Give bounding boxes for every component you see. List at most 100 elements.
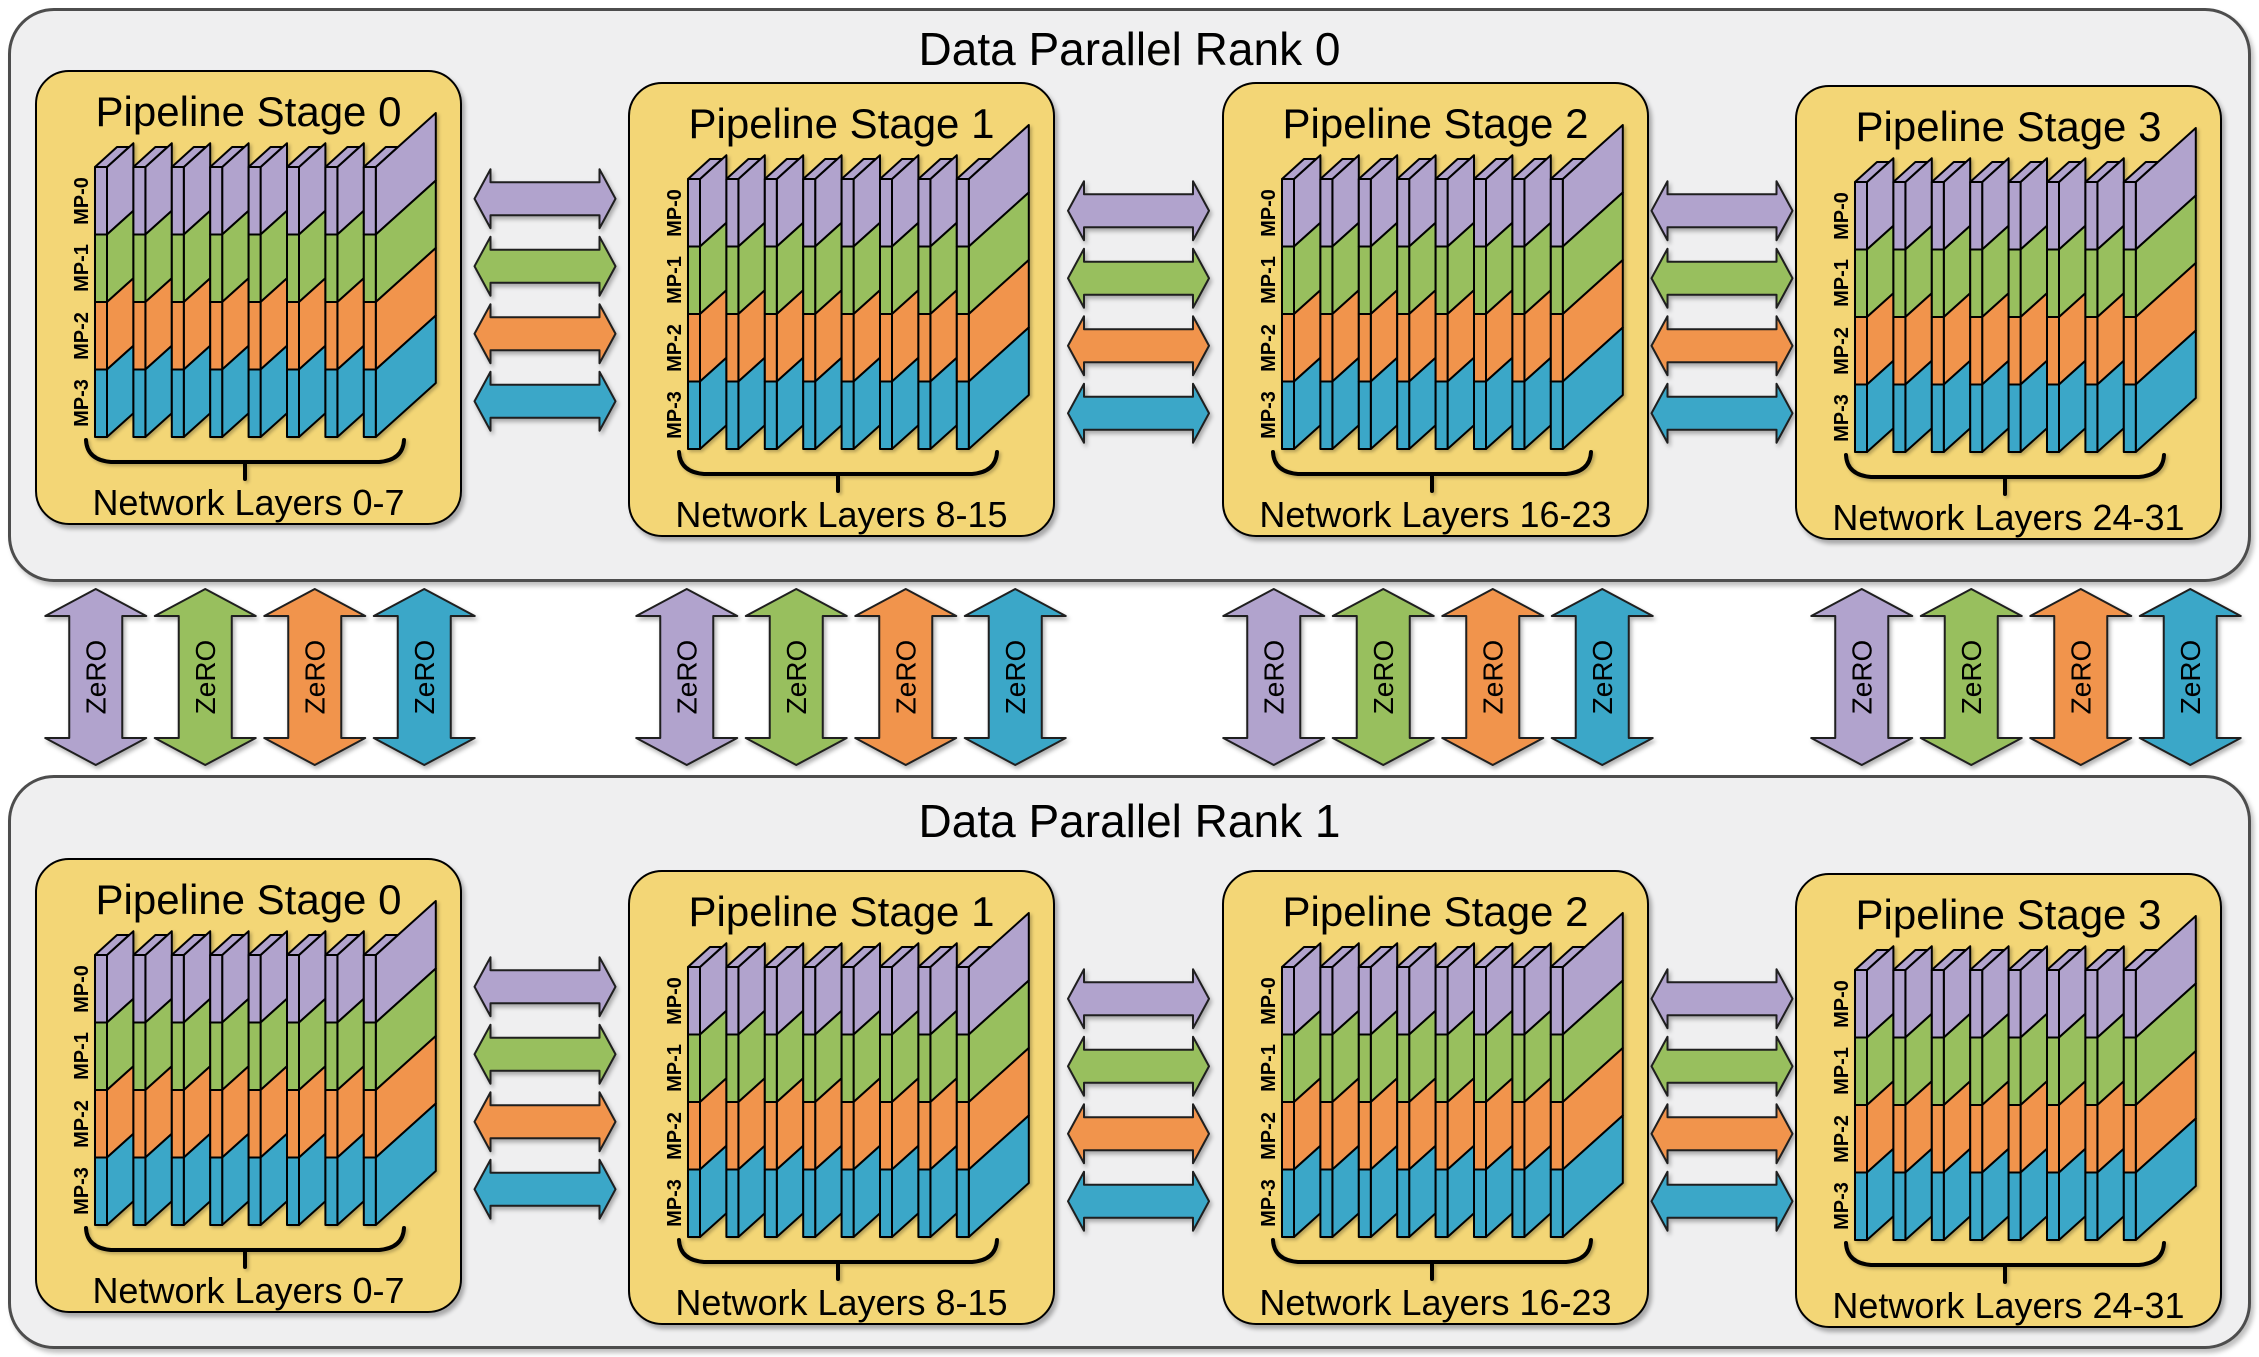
card-front bbox=[1549, 380, 1564, 450]
card-front bbox=[1854, 383, 1868, 453]
network-layers-label: Network Layers 24-31 bbox=[1832, 497, 2185, 538]
card-front bbox=[1930, 1171, 1945, 1241]
card-front bbox=[1511, 1168, 1526, 1238]
card-front bbox=[170, 368, 185, 438]
stage-title: Pipeline Stage 1 bbox=[688, 888, 995, 935]
stage-title: Pipeline Stage 1 bbox=[688, 100, 995, 147]
rank-title: Data Parallel Rank 0 bbox=[918, 23, 1341, 75]
mp-card-stack bbox=[1844, 127, 2197, 496]
card-front bbox=[1473, 380, 1487, 450]
pipeline-comm-arrow bbox=[473, 303, 617, 365]
stage-title: Pipeline Stage 3 bbox=[1855, 891, 2162, 938]
card-front bbox=[170, 1156, 185, 1226]
network-layers-label: Network Layers 16-23 bbox=[1259, 494, 1612, 535]
zero-arrow-label: ZeRO bbox=[1956, 640, 1987, 715]
card-front bbox=[1319, 1168, 1334, 1238]
pipeline-comm-arrow bbox=[1650, 247, 1794, 309]
mp-card-stack bbox=[677, 124, 1030, 493]
card-front bbox=[725, 1168, 740, 1238]
card-front bbox=[1281, 1168, 1295, 1238]
pipeline-comm-arrow bbox=[1067, 315, 1210, 377]
zero-arrow-label: ZeRO bbox=[409, 640, 440, 715]
pipeline-stage-box: Pipeline Stage 1 MP-0 MP-1 MP-2 MP-3 Network … bbox=[628, 870, 1055, 1325]
zero-arrow bbox=[263, 588, 367, 766]
zero-arrow-label: ZeRO bbox=[1368, 640, 1399, 715]
card-front bbox=[2084, 383, 2099, 453]
card-front bbox=[1319, 380, 1334, 450]
card-front bbox=[2122, 1171, 2137, 1241]
card-front bbox=[1357, 380, 1372, 450]
card-front bbox=[2084, 1171, 2099, 1241]
zero-arrow-label: ZeRO bbox=[781, 640, 812, 715]
pipeline-comm-arrow bbox=[1650, 180, 1794, 242]
network-layers-label: Network Layers 16-23 bbox=[1259, 1282, 1612, 1323]
pipeline-comm-arrow bbox=[1067, 247, 1210, 309]
card-front bbox=[1854, 1171, 1868, 1241]
card-front bbox=[247, 1156, 262, 1226]
zero-arrow-label: ZeRO bbox=[1587, 640, 1618, 715]
mp-card-stack bbox=[677, 912, 1030, 1281]
pipeline-stage-box: Pipeline Stage 3 MP-0 MP-1 MP-2 MP-3 Network … bbox=[1795, 85, 2222, 540]
card-front bbox=[2046, 383, 2060, 453]
card-front bbox=[2007, 1171, 2022, 1241]
card-front bbox=[209, 368, 224, 438]
card-front bbox=[2007, 383, 2022, 453]
pipeline-comm-arrow bbox=[1650, 1035, 1794, 1097]
pipeline-stage-box: Pipeline Stage 1 MP-0 MP-1 MP-2 MP-3 Network … bbox=[628, 82, 1055, 537]
card-front bbox=[840, 380, 855, 450]
pipeline-comm-arrow bbox=[1650, 1103, 1794, 1165]
card-front bbox=[763, 380, 778, 450]
card-front bbox=[1930, 383, 1945, 453]
mp-card-stack bbox=[84, 900, 437, 1269]
card-front bbox=[286, 368, 300, 438]
card-front bbox=[1549, 1168, 1564, 1238]
card-front bbox=[132, 1156, 147, 1226]
zero-arrow-label: ZeRO bbox=[299, 640, 330, 715]
card-front bbox=[687, 380, 701, 450]
pipeline-stage-box: Pipeline Stage 2 MP-0 MP-1 MP-2 MP-3 Network … bbox=[1222, 870, 1649, 1325]
pipeline-comm-arrow bbox=[1067, 382, 1210, 444]
card-front bbox=[917, 1168, 932, 1238]
stage-title: Pipeline Stage 0 bbox=[95, 88, 402, 135]
zero-arrow bbox=[854, 588, 958, 766]
pipeline-comm-arrow bbox=[1067, 968, 1210, 1030]
zero-arrow-label: ZeRO bbox=[2065, 640, 2096, 715]
mp-card-stack bbox=[1844, 915, 2197, 1284]
card-front bbox=[1281, 380, 1295, 450]
card-front bbox=[879, 380, 893, 450]
card-front bbox=[802, 1168, 817, 1238]
stage-title: Pipeline Stage 3 bbox=[1855, 103, 2162, 150]
zero-arrow bbox=[1810, 588, 1914, 766]
pipeline-comm-arrow bbox=[1067, 1035, 1210, 1097]
pipeline-comm-arrow bbox=[1650, 1170, 1794, 1232]
mp-card-stack bbox=[1271, 124, 1624, 493]
zero-arrow bbox=[963, 588, 1067, 766]
zero-arrow bbox=[2029, 588, 2133, 766]
pipeline-stage-box: Pipeline Stage 0 MP-0 MP-1 MP-2 MP-3 Network … bbox=[35, 858, 462, 1313]
card-front bbox=[362, 368, 377, 438]
card-front bbox=[955, 1168, 970, 1238]
card-front bbox=[209, 1156, 224, 1226]
card-front bbox=[917, 380, 932, 450]
mp-card-stack bbox=[84, 112, 437, 481]
pipeline-comm-arrow bbox=[473, 1091, 617, 1153]
card-front bbox=[955, 380, 970, 450]
card-front bbox=[247, 368, 262, 438]
card-front bbox=[1396, 1168, 1411, 1238]
pipeline-stage-box: Pipeline Stage 2 MP-0 MP-1 MP-2 MP-3 Network … bbox=[1222, 82, 1649, 537]
stage-title: Pipeline Stage 2 bbox=[1282, 888, 1589, 935]
pipeline-comm-arrow bbox=[473, 1158, 617, 1220]
card-front bbox=[1511, 380, 1526, 450]
rank-title: Data Parallel Rank 1 bbox=[918, 795, 1341, 847]
zero-arrow bbox=[1550, 588, 1654, 766]
zero-arrow bbox=[1441, 588, 1545, 766]
zero-arrow-label: ZeRO bbox=[1846, 640, 1877, 715]
card-front bbox=[324, 368, 339, 438]
card-front bbox=[1892, 383, 1907, 453]
card-front bbox=[324, 1156, 339, 1226]
zero-arrow bbox=[44, 588, 148, 766]
network-layers-label: Network Layers 8-15 bbox=[675, 1282, 1008, 1323]
network-layers-label: Network Layers 0-7 bbox=[92, 482, 405, 523]
